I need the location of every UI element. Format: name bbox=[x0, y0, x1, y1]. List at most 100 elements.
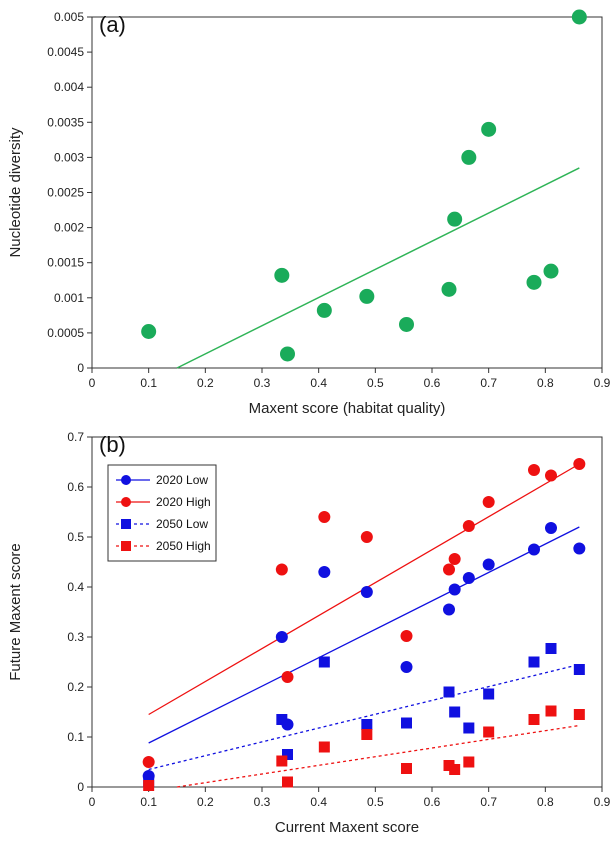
trend-line-2050-high bbox=[176, 724, 580, 788]
x-tick-label: 0.2 bbox=[197, 376, 214, 390]
x-tick-label: 0.6 bbox=[424, 795, 441, 809]
x-tick-label: 0 bbox=[89, 795, 96, 809]
y-tick-label: 0.0015 bbox=[47, 256, 84, 270]
y-tick-label: 0.004 bbox=[54, 80, 84, 94]
panel-label: (b) bbox=[99, 432, 126, 457]
data-point bbox=[399, 316, 414, 332]
point-2020-low bbox=[318, 566, 331, 578]
point-2050-high bbox=[318, 741, 330, 753]
point-2050-high bbox=[573, 709, 585, 720]
x-tick-label: 0.9 bbox=[594, 795, 611, 809]
data-point bbox=[274, 267, 290, 283]
point-2020-high bbox=[400, 630, 413, 642]
y-tick-label: 0.2 bbox=[67, 680, 84, 694]
x-tick-label: 0.1 bbox=[140, 795, 157, 809]
point-2020-high bbox=[443, 563, 455, 576]
x-tick-label: 0 bbox=[89, 376, 96, 390]
panel-b: 0 0.1 0.2 0.3 0.4 0.5 0.6 0.7 0.8 0.9 0 0.1 0.2 0.3 0.… bbox=[7, 430, 611, 836]
point-2050-low bbox=[282, 749, 293, 760]
x-tick-label: 0.5 bbox=[367, 795, 384, 809]
point-2020-high bbox=[275, 563, 288, 576]
panel-label: (a) bbox=[99, 12, 126, 37]
point-2020-high bbox=[573, 458, 586, 470]
plot-frame bbox=[91, 436, 603, 788]
point-2020-high bbox=[142, 756, 155, 768]
legend-marker bbox=[121, 497, 131, 507]
point-2050-low bbox=[463, 722, 475, 734]
y-tick-label: 0.0005 bbox=[47, 326, 84, 340]
y-tick-label: 0.7 bbox=[67, 430, 84, 444]
data-point bbox=[543, 263, 559, 279]
y-tick-label: 0.3 bbox=[67, 630, 84, 644]
x-tick-label: 0.2 bbox=[197, 795, 214, 809]
point-2020-low bbox=[443, 603, 455, 616]
point-2050-low bbox=[276, 714, 288, 725]
point-2050-high bbox=[483, 726, 495, 738]
point-2050-low bbox=[573, 664, 585, 675]
point-2020-high bbox=[482, 496, 495, 508]
point-2050-low bbox=[443, 686, 455, 698]
point-2020-low bbox=[573, 542, 586, 555]
data-point bbox=[447, 211, 463, 227]
x-tick-label: 0.5 bbox=[367, 376, 384, 390]
trend-line-2050-low bbox=[148, 663, 580, 771]
y-tick-label: 0.0025 bbox=[47, 186, 84, 200]
data-point bbox=[280, 346, 295, 362]
y-tick-label: 0.5 bbox=[67, 530, 84, 544]
point-2050-low bbox=[528, 656, 540, 668]
point-2050-high bbox=[361, 729, 373, 740]
point-2050-high bbox=[463, 756, 475, 768]
point-2020-low bbox=[275, 631, 288, 643]
point-2020-low bbox=[528, 543, 540, 556]
y-axis-label: Future Maxent score bbox=[7, 543, 24, 681]
point-2050-low bbox=[483, 688, 495, 700]
point-2050-high bbox=[443, 760, 455, 771]
legend-marker bbox=[121, 475, 131, 485]
point-2020-high bbox=[448, 553, 461, 565]
panel-a: 0 0.1 0.2 0.3 0.4 0.5 0.6 0.7 0.8 0.9 0 0.0005 0.001… bbox=[7, 9, 611, 417]
point-2050-high bbox=[449, 764, 461, 775]
x-tick-label: 0.7 bbox=[480, 376, 497, 390]
x-tick-label: 0.6 bbox=[424, 376, 441, 390]
point-2020-low bbox=[448, 583, 461, 596]
x-tick-label: 0.7 bbox=[480, 795, 497, 809]
data-point bbox=[141, 323, 157, 339]
point-2050-low bbox=[361, 719, 373, 730]
data-point bbox=[571, 9, 587, 25]
x-axis-label: Maxent score (habitat quality) bbox=[249, 400, 446, 417]
point-2020-low bbox=[482, 558, 495, 571]
data-point bbox=[441, 281, 457, 297]
point-2020-high bbox=[360, 531, 373, 543]
point-2050-low bbox=[401, 717, 412, 729]
y-tick-label: 0.005 bbox=[54, 10, 84, 24]
legend-label: 2020 High bbox=[156, 495, 211, 509]
y-axis-label: Nucleotide diversity bbox=[7, 127, 24, 258]
point-2050-high bbox=[276, 755, 288, 767]
point-2050-high bbox=[545, 705, 557, 717]
point-2020-high bbox=[545, 469, 557, 482]
plot-frame bbox=[91, 16, 603, 369]
point-2050-high bbox=[528, 714, 540, 725]
data-point bbox=[481, 121, 497, 137]
y-tick-label: 0.6 bbox=[67, 480, 84, 494]
y-tick-label: 0.001 bbox=[54, 291, 84, 305]
x-tick-label: 0.3 bbox=[254, 376, 271, 390]
point-2050-low bbox=[449, 706, 461, 718]
x-tick-label: 0.8 bbox=[537, 795, 554, 809]
point-2020-high bbox=[281, 671, 294, 683]
y-tick-label: 0.0045 bbox=[47, 45, 84, 59]
legend-marker bbox=[121, 541, 131, 551]
y-tick-label: 0.4 bbox=[67, 580, 84, 594]
x-tick-label: 0.3 bbox=[254, 795, 271, 809]
legend-marker bbox=[121, 519, 131, 529]
x-axis-label: Current Maxent score bbox=[275, 819, 419, 836]
point-2020-low bbox=[462, 572, 475, 584]
point-2050-high bbox=[282, 776, 293, 788]
x-tick-label: 0.4 bbox=[310, 376, 327, 390]
x-tick-label: 0.8 bbox=[537, 376, 554, 390]
y-tick-label: 0.002 bbox=[54, 221, 84, 235]
trend-line bbox=[176, 167, 580, 369]
y-tick-label: 0 bbox=[77, 361, 84, 375]
point-2020-low bbox=[400, 661, 413, 673]
